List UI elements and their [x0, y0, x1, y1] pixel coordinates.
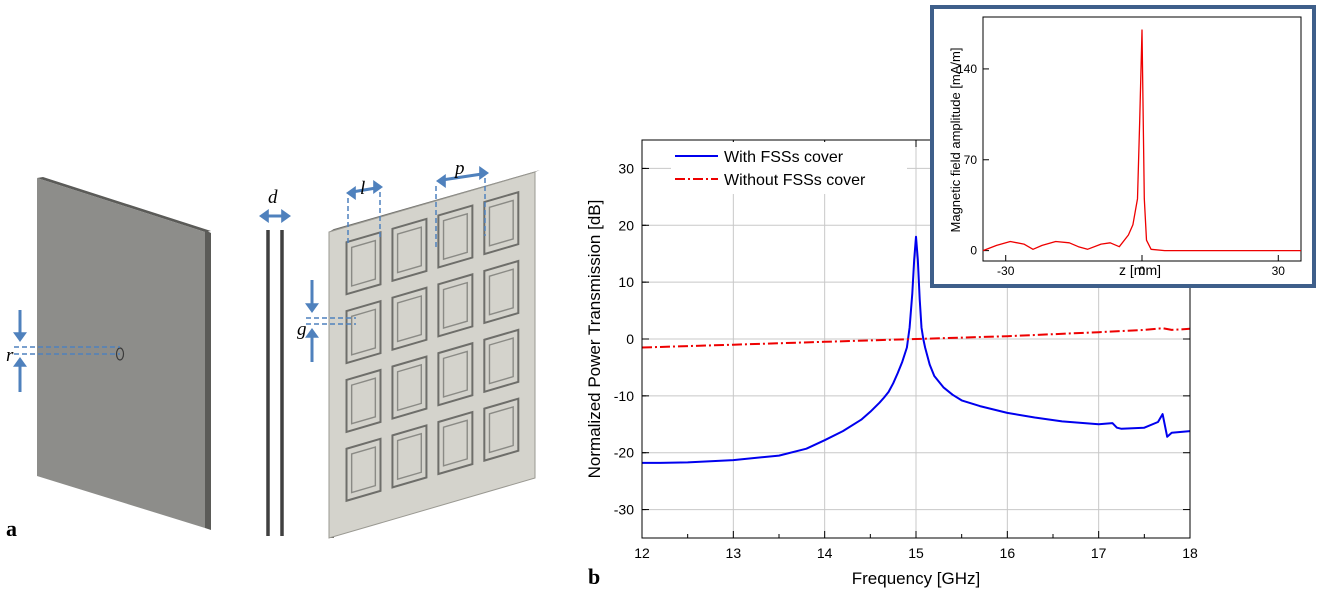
dim-r-arrow-up [13, 357, 27, 367]
main-ytick-label: 30 [618, 160, 634, 176]
dim-g-arrow-down [305, 303, 319, 313]
fss-unit-cells [345, 190, 520, 503]
main-xtick-label: 14 [817, 545, 833, 561]
main-ytick-label: -20 [614, 445, 634, 461]
main-series [641, 235, 1191, 464]
main-ytick-label: 20 [618, 217, 634, 233]
plate1-top [37, 177, 211, 232]
dim-label-g: g [297, 319, 307, 340]
main-xtick-label: 15 [908, 545, 924, 561]
fss-plate [328, 170, 540, 539]
fss-face [328, 171, 536, 539]
schematic-panel-a: d l p g r a [6, 158, 540, 541]
inset-x-axis-label: z [mm] [1119, 262, 1161, 278]
main-ytick-label: 0 [626, 331, 634, 347]
fss-ring-inner [488, 337, 514, 385]
fss-ring-outer [391, 424, 428, 489]
fss-ring-outer [345, 368, 382, 434]
plate1-side [205, 230, 211, 530]
fss-ring-outer [345, 437, 382, 503]
fss-ring-inner [488, 406, 514, 454]
dim-l-arrow-left [346, 186, 356, 200]
dimension-annotations [13, 166, 489, 392]
dim-d-arrow-right [281, 209, 291, 223]
fss-ring-outer [437, 410, 474, 476]
fss-ring-outer [483, 259, 520, 325]
inset-series [982, 29, 1301, 252]
inset-xtick-label: 30 [1272, 264, 1286, 278]
back-plate [37, 177, 211, 530]
main-ytick-label: -30 [614, 502, 634, 518]
dim-p-arrow-right [479, 166, 489, 180]
inset-y-axis-label: Magnetic field amplitude [mA/m] [948, 48, 963, 233]
dim-p-shaft [441, 172, 483, 182]
aperture-hole [115, 347, 125, 361]
fss-ring-inner [442, 419, 468, 467]
legend-box [671, 142, 907, 194]
inset-xtick-label: 0 [1139, 264, 1146, 278]
inset-ytick-label: 70 [964, 153, 978, 167]
fss-ring-inner [442, 212, 468, 261]
main-ytick-label: 10 [618, 274, 634, 290]
fss-ring-inner [350, 308, 377, 356]
main-x-axis-label: Frequency [GHz] [852, 569, 981, 588]
main-xtick-label: 18 [1182, 545, 1198, 561]
fss-ring-inner [396, 295, 422, 343]
fss-ring-inner [350, 239, 377, 287]
inset-chart: -30 0 30 0 70 140 z [mm] Magnetic field ampli… [930, 5, 1316, 288]
main-ytick-label: -10 [614, 388, 634, 404]
panel-label-b: b [588, 564, 600, 589]
legend-label-with: With FSSs cover [724, 149, 844, 166]
dim-label-p: p [453, 158, 465, 179]
fss-ring-outer [483, 397, 520, 462]
fss-ring-inner [442, 281, 468, 330]
plate1-face [37, 178, 205, 528]
fss-ring-outer [437, 341, 474, 407]
fss-ring-inner [396, 432, 422, 481]
fss-ring-outer [345, 299, 382, 365]
inset-ytick-label: 0 [970, 244, 977, 258]
fss-ring-inner [488, 268, 514, 316]
fss-ring-outer [483, 328, 520, 394]
fss-ring-inner [396, 226, 422, 274]
fss-ring-outer [391, 217, 428, 283]
panel-label-a: a [6, 516, 17, 541]
legend-label-without: Without FSSs cover [724, 172, 866, 189]
dielectric-slab [266, 230, 284, 536]
dim-label-d: d [268, 187, 278, 208]
dim-d-arrow-left [259, 209, 269, 223]
fss-ring-inner [350, 446, 377, 494]
dim-r-arrow-down [13, 332, 27, 342]
fss-ring-outer [437, 204, 474, 269]
fss-ring-inner [488, 199, 514, 247]
dim-p-arrow-left [436, 174, 446, 188]
main-xtick-label: 16 [1000, 545, 1016, 561]
dim-l-arrow-right [373, 180, 383, 194]
dim-label-l: l [360, 178, 365, 199]
fss-ring-inner [350, 377, 377, 425]
series-without-fss [641, 327, 1191, 349]
main-frame-border [641, 139, 1191, 539]
fss-ring-outer [391, 355, 428, 420]
dim-g-arrow-up [305, 328, 319, 338]
series-with-fss [642, 235, 1191, 464]
fss-ring-outer [483, 190, 520, 256]
fss-ring-inner [442, 350, 468, 398]
dim-label-r: r [6, 345, 14, 366]
main-y-axis-label: Normalized Power Transmission [dB] [585, 200, 604, 479]
inset-ticks: -30 0 30 0 70 140 [957, 62, 1285, 278]
legend: With FSSs cover Without FSSs cover [671, 142, 907, 194]
inset-series-field [982, 29, 1301, 252]
main-xtick-label: 17 [1091, 545, 1107, 561]
inset-ytick-label: 140 [957, 62, 977, 76]
fss-ring-outer [391, 286, 428, 352]
dim-l-shaft [351, 186, 377, 194]
main-xtick-label: 12 [634, 545, 650, 561]
fss-ring-outer [345, 230, 382, 296]
fss-ring-outer [437, 273, 474, 338]
fss-ring-inner [396, 363, 422, 412]
inset-xtick-label: -30 [997, 264, 1015, 278]
main-xtick-label: 13 [726, 545, 742, 561]
